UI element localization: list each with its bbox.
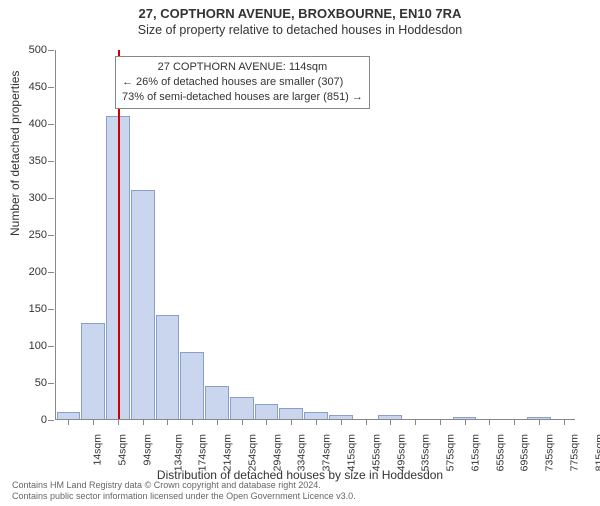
x-tick — [68, 419, 69, 425]
y-tick-label: 500 — [29, 44, 47, 56]
histogram-bar — [57, 412, 81, 419]
histogram-bar — [205, 386, 229, 419]
histogram-bar — [180, 352, 204, 419]
histogram-bar — [304, 412, 328, 419]
x-tick — [415, 419, 416, 425]
y-tick-label: 250 — [29, 229, 47, 241]
x-tick — [440, 419, 441, 425]
x-tick-label: 495sqm — [395, 434, 407, 471]
x-tick-label: 54sqm — [117, 434, 129, 466]
x-tick-label: 655sqm — [494, 434, 506, 471]
x-tick — [341, 419, 342, 425]
x-tick — [489, 419, 490, 425]
x-tick-label: 294sqm — [271, 434, 283, 471]
x-tick — [564, 419, 565, 425]
x-tick — [217, 419, 218, 425]
y-tick-label: 450 — [29, 81, 47, 93]
y-tick-label: 50 — [35, 377, 47, 389]
x-tick — [539, 419, 540, 425]
y-tick-label: 350 — [29, 155, 47, 167]
histogram-bar — [255, 404, 279, 419]
y-tick-label: 300 — [29, 192, 47, 204]
y-tick-label: 400 — [29, 118, 47, 130]
y-axis-title: Number of detached properties — [8, 71, 22, 236]
annotation-box: 27 COPTHORN AVENUE: 114sqm← 26% of detac… — [115, 56, 370, 109]
histogram-bar — [131, 190, 155, 419]
x-tick — [242, 419, 243, 425]
page-title-line1: 27, COPTHORN AVENUE, BROXBOURNE, EN10 7R… — [0, 6, 600, 21]
x-tick-label: 615sqm — [469, 434, 481, 471]
y-tick — [48, 124, 54, 125]
histogram-bar — [279, 408, 303, 419]
x-tick — [266, 419, 267, 425]
x-tick — [366, 419, 367, 425]
x-tick — [291, 419, 292, 425]
histogram-bar — [156, 315, 180, 419]
x-tick — [316, 419, 317, 425]
y-tick — [48, 346, 54, 347]
x-tick — [167, 419, 168, 425]
y-tick — [48, 309, 54, 310]
y-tick — [48, 50, 54, 51]
annotation-line: 73% of semi-detached houses are larger (… — [122, 90, 363, 105]
annotation-line: 27 COPTHORN AVENUE: 114sqm — [122, 60, 363, 75]
annotation-line: ← 26% of detached houses are smaller (30… — [122, 75, 363, 90]
x-tick-label: 174sqm — [197, 434, 209, 471]
y-tick-label: 200 — [29, 266, 47, 278]
x-tick — [514, 419, 515, 425]
y-tick — [48, 198, 54, 199]
y-tick-label: 150 — [29, 303, 47, 315]
y-tick — [48, 383, 54, 384]
x-tick-label: 815sqm — [593, 434, 600, 471]
x-tick — [192, 419, 193, 425]
histogram-bar — [230, 397, 254, 419]
y-tick-label: 0 — [41, 414, 47, 426]
x-tick-label: 455sqm — [370, 434, 382, 471]
x-tick — [465, 419, 466, 425]
x-tick-label: 334sqm — [296, 434, 308, 471]
y-tick — [48, 420, 54, 421]
x-tick-label: 575sqm — [444, 434, 456, 471]
x-tick-label: 695sqm — [519, 434, 531, 471]
y-tick — [48, 272, 54, 273]
x-tick-label: 214sqm — [222, 434, 234, 471]
y-tick-label: 100 — [29, 340, 47, 352]
page-title-line2: Size of property relative to detached ho… — [0, 23, 600, 37]
histogram-chart: 05010015020025030035040045050014sqm54sqm… — [55, 50, 575, 420]
histogram-bar — [81, 323, 105, 419]
x-tick-label: 254sqm — [246, 434, 258, 471]
x-tick-label: 775sqm — [568, 434, 580, 471]
x-tick-label: 415sqm — [345, 434, 357, 471]
x-tick-label: 735sqm — [543, 434, 555, 471]
x-tick — [143, 419, 144, 425]
x-tick — [93, 419, 94, 425]
footer-line1: Contains HM Land Registry data © Crown c… — [12, 480, 356, 491]
footer-attribution: Contains HM Land Registry data © Crown c… — [12, 480, 356, 502]
x-tick-label: 14sqm — [92, 434, 104, 466]
x-tick-label: 94sqm — [141, 434, 153, 466]
y-tick — [48, 87, 54, 88]
x-tick-label: 134sqm — [172, 434, 184, 471]
footer-line2: Contains public sector information licen… — [12, 491, 356, 502]
x-tick — [390, 419, 391, 425]
x-tick-label: 535sqm — [420, 434, 432, 471]
x-tick — [118, 419, 119, 425]
y-tick — [48, 235, 54, 236]
x-tick-label: 374sqm — [321, 434, 333, 471]
y-tick — [48, 161, 54, 162]
